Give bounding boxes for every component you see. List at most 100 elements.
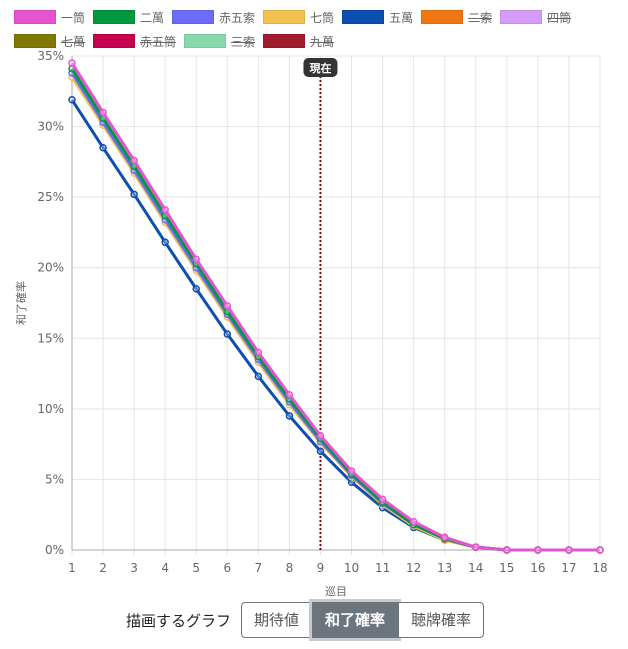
legend-swatch [263,10,306,24]
tenpai-rate-button[interactable]: 聴牌確率 [398,602,485,638]
y-tick-label: 25% [37,190,64,204]
data-point [347,467,356,475]
current-turn-badge [303,58,338,77]
data-point [192,255,200,263]
x-axis-title: 巡目 [325,585,347,598]
data-point [316,431,325,440]
legend-swatch [93,34,136,48]
legend-label: 赤五筒 [140,34,177,49]
data-point [130,156,138,165]
y-tick-label: 0% [45,543,64,557]
data-point [161,206,169,214]
data-point [130,190,138,199]
y-tick-label: 15% [37,331,64,345]
data-point [192,285,200,293]
data-point [223,302,232,310]
x-tick-label: 15 [499,561,514,575]
legend-label: 五萬 [389,10,414,25]
legend-item[interactable]: 三索 [184,32,255,50]
x-tick-label: 3 [130,561,138,575]
data-point [503,546,511,554]
data-point [68,96,76,104]
x-tick-label: 6 [223,561,231,575]
y-axis-title: 和了確率 [14,281,28,325]
x-tick-label: 4 [161,561,169,575]
legend-label: 二萬 [140,10,165,25]
chart-legend: 一筒 二萬 赤五索 七筒 五萬 二索 四筒七萬 赤五筒 三索 九萬 [14,8,624,50]
y-tick-label: 30% [37,120,64,134]
legend-swatch [14,10,56,24]
legend-item[interactable]: 九萬 [263,32,334,50]
x-tick-label: 1 [68,561,76,575]
legend-swatch [93,10,136,24]
legend-label: 四筒 [547,10,572,25]
data-point [99,143,107,152]
x-tick-label: 13 [437,561,452,575]
legend-label: 赤五索 [219,10,256,25]
legend-item[interactable]: 七筒 [263,8,334,26]
x-tick-label: 16 [530,561,545,575]
series-line [70,62,600,552]
legend-swatch [500,10,543,24]
x-tick-label: 7 [255,561,263,575]
legend-swatch [342,10,385,24]
x-tick-label: 17 [561,561,576,575]
graph-selector: 描画するグラフ 期待値 和了確率 聴牌確率 [126,602,485,638]
legend-item[interactable]: 四筒 [500,8,571,26]
legend-label: 三索 [231,34,256,49]
series-line [70,72,600,552]
x-tick-label: 9 [317,561,325,575]
x-tick-label: 12 [406,561,421,575]
legend-swatch [263,34,306,48]
data-point [285,412,294,420]
data-point [254,348,263,357]
x-tick-label: 14 [468,561,483,575]
legend-swatch [172,10,215,24]
expected-value-button[interactable]: 期待値 [241,602,313,638]
legend-swatch [421,10,464,24]
legend-item[interactable]: 五萬 [342,8,413,26]
y-tick-label: 10% [37,402,64,416]
legend-item[interactable]: 赤五筒 [93,32,176,50]
x-tick-label: 18 [592,561,607,575]
data-point [440,533,449,542]
data-point [316,447,325,455]
legend-item[interactable]: 七萬 [14,32,85,50]
legend-item[interactable]: 二索 [421,8,492,26]
x-tick-label: 2 [99,561,107,575]
data-point [254,372,263,381]
series-line [70,98,600,552]
win-rate-button[interactable]: 和了確率 [312,602,399,638]
legend-label: 七筒 [310,10,335,25]
legend-swatch [14,34,56,48]
data-point [565,546,573,554]
data-point [161,238,169,247]
data-point [99,108,107,117]
x-tick-label: 10 [344,561,359,575]
y-tick-label: 20% [37,261,64,275]
data-point [223,330,232,338]
x-tick-label: 5 [192,561,200,575]
legend-swatch [184,34,227,48]
y-tick-label: 35% [37,49,64,63]
legend-label: 一筒 [61,10,86,25]
data-point [409,518,418,526]
line-chart: 0%5%10%15%20%25%30%35%1 2 3 4 5 6 7 8 9 10 11 12 13 1… [14,49,608,598]
y-tick-label: 5% [45,472,64,486]
data-point [285,390,294,399]
graph-selector-label: 描画するグラフ [126,611,232,630]
x-tick-label: 11 [375,561,390,575]
data-point [596,546,604,554]
data-point [68,59,76,67]
series-line [70,67,600,552]
data-point [378,495,387,503]
legend-item[interactable]: 二萬 [93,8,164,26]
legend-item[interactable]: 赤五索 [172,8,255,26]
x-tick-label: 8 [286,561,294,575]
legend-label: 七萬 [61,34,86,49]
current-turn-label: 現在 [309,61,331,75]
data-point [534,546,542,554]
legend-item[interactable]: 一筒 [14,8,85,26]
data-point [472,543,480,551]
legend-label: 二索 [468,10,493,25]
